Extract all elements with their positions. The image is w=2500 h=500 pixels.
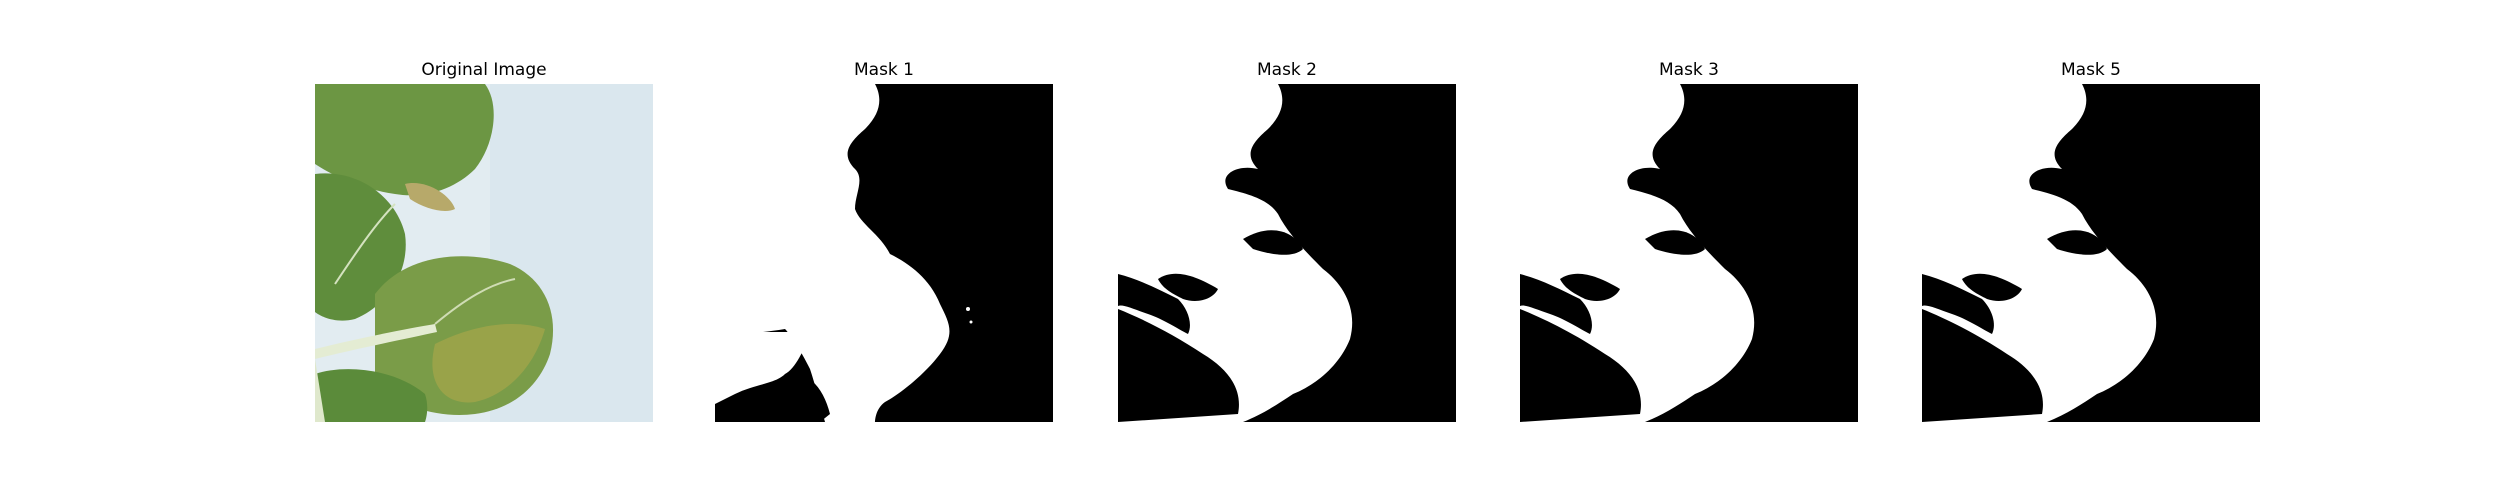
mask-hole	[1922, 274, 1994, 334]
mask-foreground	[1520, 84, 1755, 422]
mask-hole	[1520, 274, 1592, 334]
mask-hole	[2072, 182, 2102, 201]
mask-foreground	[1922, 84, 2157, 422]
mask-speck	[969, 320, 973, 324]
mask-hole	[1962, 273, 2022, 301]
small-yellow-leaf	[405, 183, 455, 211]
yellowing-patch	[432, 324, 545, 403]
mask-foreground	[1118, 84, 1353, 422]
mask-3-image	[1520, 84, 1858, 422]
mask-hole	[1670, 182, 1700, 201]
mask-2-title: Mask 2	[1256, 60, 1317, 80]
top-leaf	[315, 84, 494, 196]
mask-1-svg	[715, 84, 1053, 422]
mask-hole	[1922, 309, 2043, 422]
mask-5-svg	[1922, 84, 2260, 422]
mask-hole	[1645, 230, 1705, 255]
mask-2-svg	[1118, 84, 1456, 422]
mask-hole	[1520, 309, 1641, 422]
mask-hole	[1560, 273, 1620, 301]
mask-1-image	[715, 84, 1053, 422]
mask-3-title: Mask 3	[1658, 60, 1719, 80]
mask-hole	[2047, 230, 2107, 255]
mask-foreground-lower	[715, 332, 810, 404]
mask-5-title: Mask 5	[2060, 60, 2121, 80]
mask-3-svg	[1520, 84, 1858, 422]
mask-hole	[1118, 274, 1190, 334]
original-image-title: Original Image	[421, 60, 547, 80]
mask-hole	[1243, 230, 1303, 255]
bottom-leaf	[315, 369, 428, 422]
vein	[434, 278, 516, 325]
original-image	[315, 84, 653, 422]
mask-5-image	[1922, 84, 2260, 422]
stem-base	[315, 359, 325, 422]
vein	[334, 203, 396, 285]
mask-hole	[797, 374, 830, 422]
stem	[315, 324, 437, 359]
mask-1-title: Mask 1	[853, 60, 914, 80]
mask-hole	[1158, 273, 1218, 301]
original-image-svg	[315, 84, 653, 422]
mask-foreground	[715, 84, 950, 422]
mask-hole	[1118, 309, 1239, 422]
mask-2-image	[1118, 84, 1456, 422]
mask-speck	[966, 307, 970, 311]
mask-hole	[1268, 182, 1298, 201]
